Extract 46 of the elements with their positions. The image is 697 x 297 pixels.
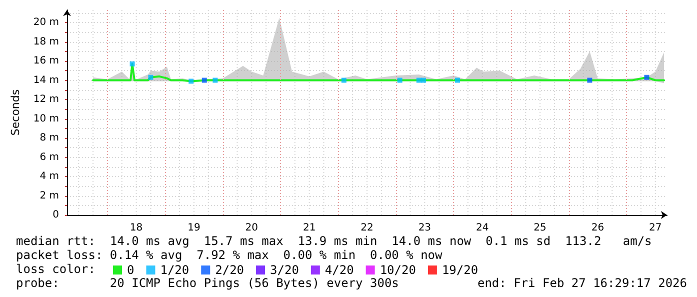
x-tick-label: 19 (188, 222, 200, 234)
y-tick-label: 16 m (33, 56, 59, 67)
y-tick-label: 0 (52, 210, 59, 220)
point (341, 78, 346, 83)
y-tick-label: 18 m (33, 36, 59, 48)
legend-label: 19/20 (442, 263, 478, 277)
y-tick-label: 10 m (33, 113, 59, 124)
text: probe: 20 ICMP Echo Pings (56 Bytes) every 300s (16, 276, 399, 290)
legend-label: 1/20 (160, 263, 190, 277)
point (148, 74, 154, 80)
y-tick-label: 4 m (40, 171, 59, 182)
legend-label: 4/20 (324, 263, 354, 277)
x-tick-label: 26 (591, 222, 604, 234)
y-tick-label: 14 m (33, 74, 59, 86)
x-tick-label: 20 (245, 222, 258, 234)
y-tick-label: 6 m (40, 152, 59, 163)
y-tick-label: 20 m (33, 17, 59, 28)
text: end: Fri Feb 27 16:29:17 2026 (477, 276, 687, 290)
point (212, 78, 218, 83)
point (416, 78, 422, 83)
point (130, 61, 135, 66)
x-tick-label: 23 (418, 222, 432, 234)
point (202, 78, 207, 83)
point (587, 78, 592, 83)
x-tick-label: 27 (649, 222, 662, 234)
legend-title: loss color: (16, 262, 96, 276)
legend-label: 3/20 (270, 263, 299, 277)
x-tick-label: 22 (360, 222, 374, 234)
text: packet loss: 0.14 % avg 7.92 % max 0.00 % min 0.00 % now (16, 248, 444, 262)
x-tick-label: 18 (130, 222, 143, 234)
x-tick-label: 25 (534, 222, 546, 234)
x-tick-label: 24 (476, 222, 489, 234)
point (455, 78, 460, 83)
x-tick-label: 21 (302, 222, 316, 234)
legend-label: 2/20 (215, 263, 244, 277)
point (644, 74, 650, 80)
legend-label: 10/20 (380, 263, 416, 277)
text: median rtt: 14.0 ms avg 15.7 ms max 13.9 ms min 14.0 ms now 0.1 ms sd 113.2 am/s (16, 234, 652, 248)
y-tick-label: 12 m (33, 94, 59, 106)
y-axis-title: Seconds (9, 89, 22, 136)
point (188, 78, 194, 84)
point (420, 78, 426, 83)
y-tick-label: 8 m (40, 132, 59, 144)
point (397, 78, 402, 83)
y-tick-label: 2 m (40, 190, 59, 202)
legend-label: 0 (127, 263, 134, 277)
